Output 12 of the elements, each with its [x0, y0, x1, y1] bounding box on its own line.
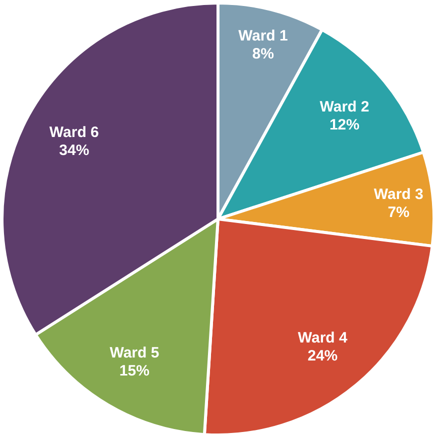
slice-label: Ward 2: [320, 98, 370, 116]
slice-label: Ward 6: [49, 124, 99, 141]
data-label: 8%: [252, 45, 274, 62]
slice-label: Ward 3: [374, 186, 424, 203]
data-label: 7%: [388, 204, 410, 221]
data-label: 15%: [119, 362, 150, 380]
slice-label: Ward 4: [298, 329, 348, 346]
data-label: 12%: [329, 116, 360, 134]
data-label: 34%: [59, 142, 90, 159]
slice-label: Ward 5: [110, 344, 160, 362]
data-label: 24%: [308, 347, 338, 364]
slice-label: Ward 1: [238, 27, 288, 44]
